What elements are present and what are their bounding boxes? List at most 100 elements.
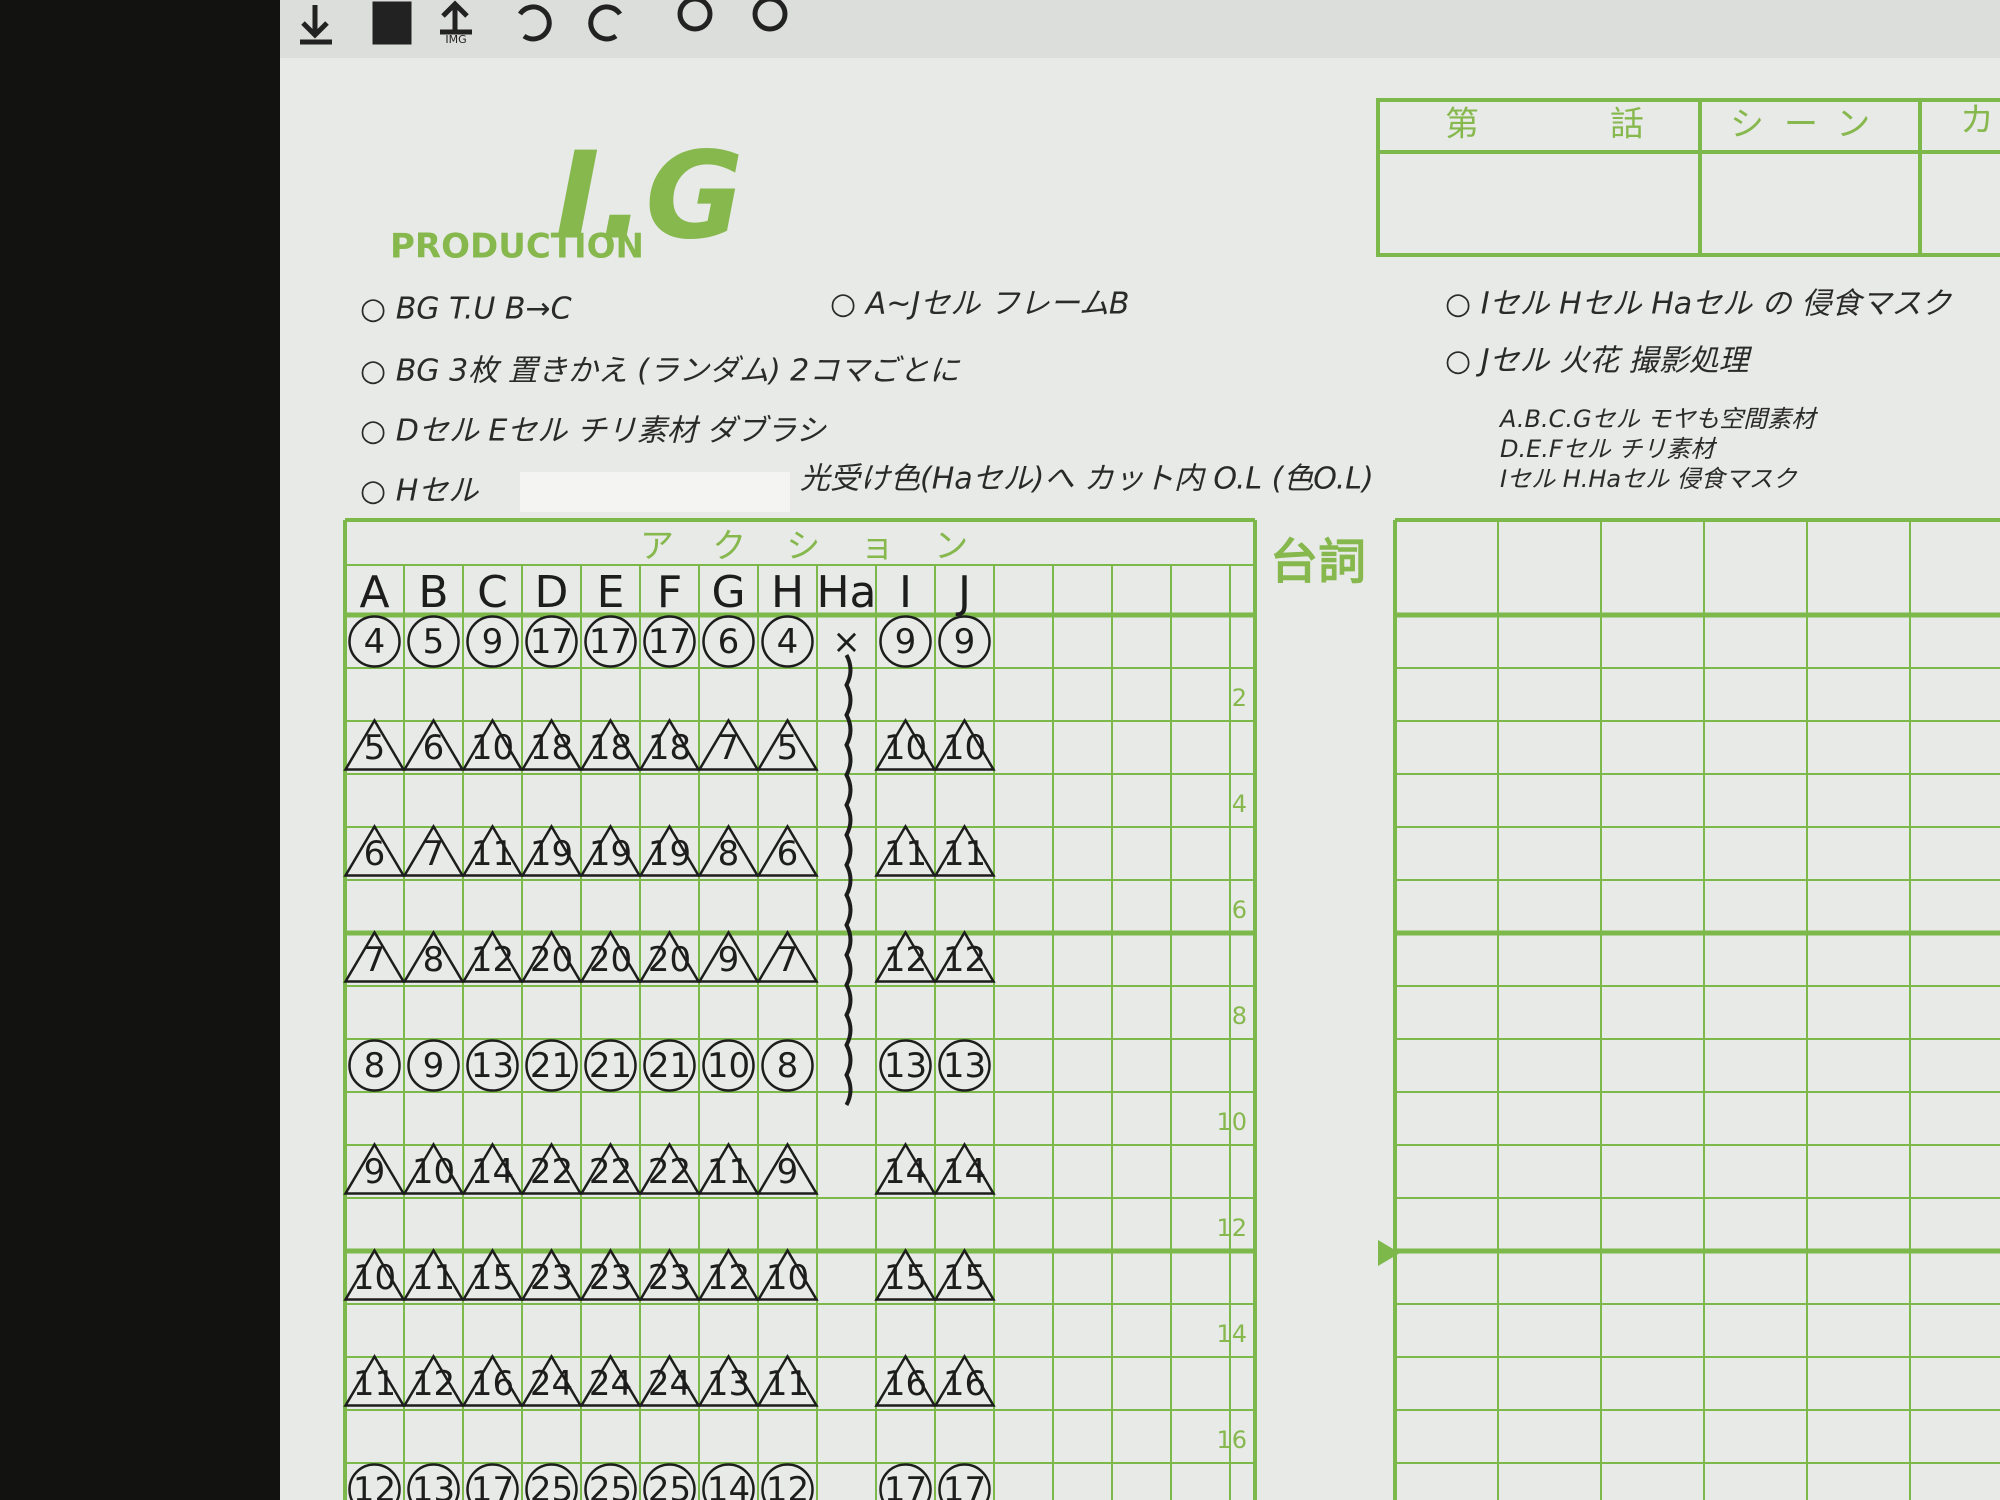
column-label: H xyxy=(771,567,804,618)
column-label: J xyxy=(955,567,971,618)
cell-value: 8 xyxy=(777,1046,799,1086)
cell-triangle xyxy=(638,1354,701,1407)
logo-name: I.G xyxy=(555,128,744,267)
cell-value: 9 xyxy=(895,622,917,662)
cell-value: 16 xyxy=(943,1364,986,1404)
cell-value: 20 xyxy=(648,940,691,980)
cell-value: 18 xyxy=(530,728,573,768)
cell-value: 25 xyxy=(589,1470,632,1500)
cell-triangle xyxy=(874,1248,937,1301)
cell-triangle xyxy=(461,1354,524,1407)
cell-triangle xyxy=(579,1248,642,1301)
header-label: シーン xyxy=(1730,105,1890,145)
cell-triangle xyxy=(520,824,583,877)
note: ○ Jセル 火花 撮影処理 xyxy=(1445,344,1753,379)
note-group: D.E.Fセル チリ素材 xyxy=(1500,435,1717,463)
column-label: G xyxy=(711,567,745,618)
cell-value: 8 xyxy=(423,940,445,980)
cell-triangle xyxy=(343,718,406,771)
cell-value: 10 xyxy=(353,1258,396,1298)
dialogue-label: 台詞 xyxy=(1270,534,1366,590)
cell-triangle xyxy=(874,930,937,983)
cell-triangle xyxy=(461,1142,524,1195)
cell-value: 17 xyxy=(589,622,632,662)
cell-triangle xyxy=(402,1248,465,1301)
frame-number: 8 xyxy=(1232,1002,1247,1030)
cell-triangle xyxy=(402,930,465,983)
cell-triangle xyxy=(343,1248,406,1301)
note: ○ A~Jセル フレームB xyxy=(830,287,1129,322)
cell-triangle xyxy=(579,824,642,877)
cell-triangle xyxy=(756,1142,819,1195)
cell-value: 10 xyxy=(707,1046,750,1086)
cell-circle xyxy=(525,1039,578,1092)
action-label: アクション xyxy=(640,527,1008,567)
cell-value: 16 xyxy=(884,1364,927,1404)
cell-value: 8 xyxy=(364,1046,386,1086)
cell-triangle xyxy=(697,1142,760,1195)
cell-value: 23 xyxy=(589,1258,632,1298)
cell-value: 13 xyxy=(412,1470,455,1500)
save-icon[interactable] xyxy=(372,1,412,45)
zoom-out-icon[interactable] xyxy=(752,0,788,32)
cell-triangle xyxy=(520,930,583,983)
frame-number: 4 xyxy=(1232,790,1247,818)
note: ○ BG T.U B→C xyxy=(360,292,572,327)
cell-triangle xyxy=(402,1142,465,1195)
cell-value: 13 xyxy=(707,1364,750,1404)
cell-value: 9 xyxy=(777,1152,799,1192)
cell-value: 17 xyxy=(530,622,573,662)
cell-circle xyxy=(466,615,519,668)
cell-triangle xyxy=(343,824,406,877)
redaction xyxy=(520,472,790,512)
cell-value: 10 xyxy=(943,728,986,768)
cell-triangle xyxy=(579,718,642,771)
cell-value: 7 xyxy=(777,940,799,980)
cell-value: 17 xyxy=(884,1470,927,1500)
cell-triangle xyxy=(933,1354,996,1407)
cell-value: 6 xyxy=(777,834,799,874)
cell-value: 19 xyxy=(589,834,632,874)
note: ○ Iセル Hセル Haセル の 侵食マスク xyxy=(1445,287,1952,322)
cell-circle xyxy=(938,1039,991,1092)
cell-value: 10 xyxy=(471,728,514,768)
column-label: C xyxy=(477,567,508,618)
cell-value: 9 xyxy=(482,622,504,662)
cell-circle xyxy=(525,615,578,668)
cell-value: 12 xyxy=(766,1470,809,1500)
cell-triangle xyxy=(756,930,819,983)
cell-circle xyxy=(879,1463,932,1500)
download-icon[interactable] xyxy=(300,5,332,45)
cell-triangle xyxy=(697,1354,760,1407)
frame-number: 14 xyxy=(1216,1320,1247,1348)
undo-icon[interactable] xyxy=(517,4,552,42)
cell-value: 11 xyxy=(471,834,514,874)
note: ○ Hセル xyxy=(360,474,479,509)
cell-value: 14 xyxy=(884,1152,927,1192)
cell-value: 6 xyxy=(423,728,445,768)
redo-icon[interactable] xyxy=(588,4,623,42)
cell-circle xyxy=(761,1039,814,1092)
cell-value: 5 xyxy=(423,622,445,662)
cell-value: 24 xyxy=(648,1364,691,1404)
cell-value: 13 xyxy=(884,1046,927,1086)
upload-icon[interactable] xyxy=(440,0,472,35)
cell-value: 7 xyxy=(718,728,740,768)
cell-circle xyxy=(584,1039,637,1092)
cell-circle xyxy=(407,1463,460,1500)
cell-value: 11 xyxy=(412,1258,455,1298)
cell-triangle xyxy=(520,1248,583,1301)
cell-circle xyxy=(643,1039,696,1092)
zoom-in-icon[interactable] xyxy=(677,0,713,32)
note: ○ BG 3枚 置きかえ (ランダム) 2コマごとに xyxy=(360,354,961,389)
cell-circle xyxy=(525,1463,578,1500)
cell-value: 5 xyxy=(364,728,386,768)
cell-value: 12 xyxy=(353,1470,396,1500)
cell-value: 12 xyxy=(471,940,514,980)
note-group: Iセル H.Haセル 侵食マスク xyxy=(1500,465,1798,493)
cell-triangle xyxy=(638,930,701,983)
cell-value: 24 xyxy=(530,1364,573,1404)
cell-value: 11 xyxy=(766,1364,809,1404)
cell-triangle xyxy=(874,1354,937,1407)
